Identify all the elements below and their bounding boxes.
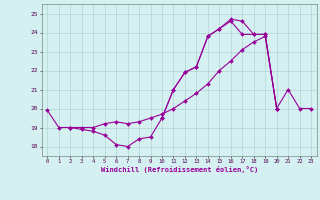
X-axis label: Windchill (Refroidissement éolien,°C): Windchill (Refroidissement éolien,°C): [100, 166, 258, 173]
